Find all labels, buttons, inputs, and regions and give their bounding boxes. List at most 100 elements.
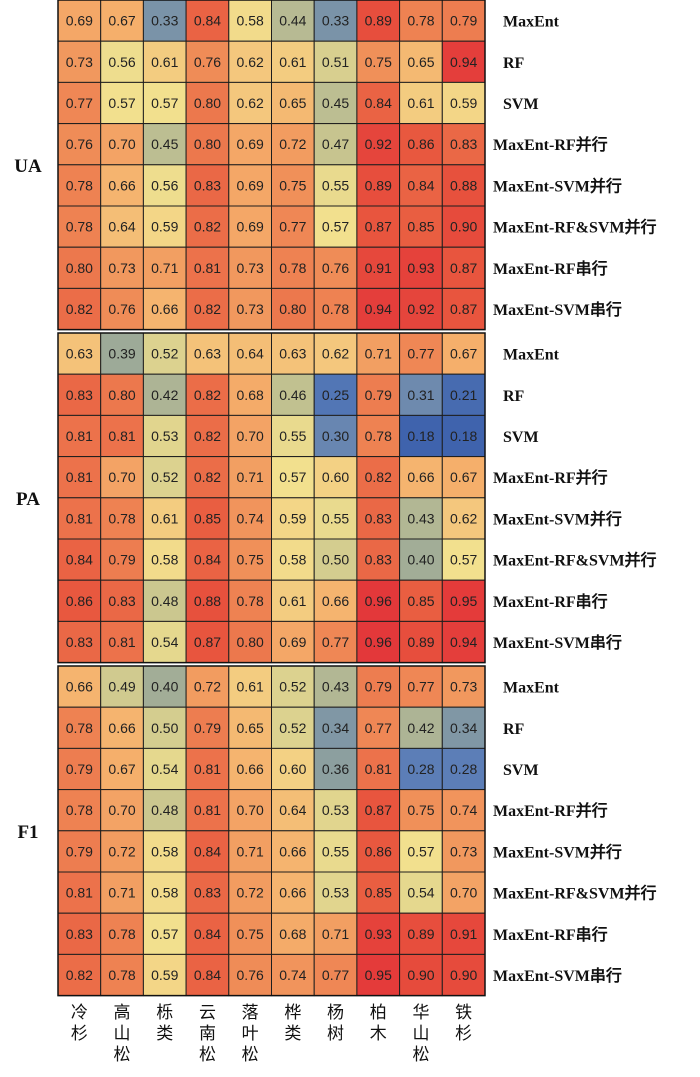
heatmap-cell bbox=[399, 953, 443, 997]
cell-value-label: 0.57 bbox=[450, 552, 477, 568]
cell-value-label: 0.72 bbox=[279, 136, 306, 152]
heatmap-cell bbox=[441, 456, 486, 499]
cell-value-label: 0.89 bbox=[407, 926, 434, 942]
cell-value-label: 0.87 bbox=[194, 634, 221, 650]
cell-value-label: 0.79 bbox=[194, 720, 221, 736]
cell-value-label: 0.82 bbox=[194, 469, 221, 485]
cell-value-label: 0.78 bbox=[365, 428, 392, 444]
heatmap-cell bbox=[57, 706, 102, 749]
cell-value-label: 0.77 bbox=[279, 219, 306, 235]
cell-value-label: 0.58 bbox=[237, 13, 264, 29]
cell-value-label: 0.70 bbox=[108, 469, 135, 485]
cell-value-label: 0.63 bbox=[66, 346, 93, 362]
heatmap-cell bbox=[356, 414, 401, 458]
heatmap-cell bbox=[399, 205, 443, 248]
heatmap-cell bbox=[57, 620, 102, 664]
cell-value-label: 0.81 bbox=[194, 761, 221, 777]
cell-value-label: 0.78 bbox=[66, 219, 93, 235]
cell-value-label: 0.82 bbox=[194, 219, 221, 235]
heatmap-cell bbox=[356, 497, 401, 540]
method-label: SVM bbox=[503, 429, 539, 446]
heatmap-cell bbox=[313, 81, 358, 125]
cell-value-label: 0.91 bbox=[450, 926, 477, 942]
method-label: MaxEnt-SVM串行 bbox=[493, 966, 622, 985]
cell-value-label: 0.69 bbox=[237, 219, 264, 235]
cell-value-label: 0.75 bbox=[237, 552, 264, 568]
cell-value-label: 0.84 bbox=[194, 967, 221, 983]
heatmap-cell bbox=[57, 40, 102, 83]
heatmap-cell bbox=[356, 287, 401, 331]
panel-border bbox=[57, 0, 486, 331]
heatmap-cell bbox=[399, 81, 443, 125]
cell-value-label: 0.84 bbox=[194, 926, 221, 942]
heatmap-cell bbox=[228, 81, 273, 125]
cell-value-label: 0.88 bbox=[450, 177, 477, 193]
heatmap-cell bbox=[399, 871, 443, 914]
cell-value-label: 0.40 bbox=[407, 552, 434, 568]
cell-value-label: 0.63 bbox=[194, 346, 221, 362]
cell-value-label: 0.77 bbox=[322, 634, 349, 650]
cell-value-label: 0.78 bbox=[407, 13, 434, 29]
cell-value-label: 0.70 bbox=[237, 428, 264, 444]
cell-value-label: 0.54 bbox=[151, 761, 178, 777]
cell-value-label: 0.75 bbox=[365, 54, 392, 70]
heatmap-cell bbox=[399, 164, 443, 207]
heatmap-cell bbox=[399, 332, 443, 375]
cell-value-label: 0.78 bbox=[108, 510, 135, 526]
heatmap-cell bbox=[271, 287, 315, 331]
cell-value-label: 0.18 bbox=[450, 428, 477, 444]
cell-value-label: 0.77 bbox=[407, 679, 434, 695]
cell-value-label: 0.80 bbox=[237, 634, 264, 650]
heatmap-cell bbox=[313, 830, 358, 873]
heatmap-cell bbox=[399, 123, 443, 166]
heatmap-cell bbox=[313, 789, 358, 832]
heatmap-cell bbox=[185, 123, 230, 166]
cell-value-label: 0.48 bbox=[151, 593, 178, 609]
heatmap-cell bbox=[185, 953, 230, 997]
cell-value-label: 0.83 bbox=[66, 634, 93, 650]
cell-value-label: 0.39 bbox=[108, 346, 135, 362]
heatmap-cell bbox=[57, 912, 102, 955]
cell-value-label: 0.48 bbox=[151, 802, 178, 818]
cell-value-label: 0.18 bbox=[407, 428, 434, 444]
cell-value-label: 0.83 bbox=[108, 593, 135, 609]
heatmap-cell bbox=[313, 706, 358, 749]
cell-value-label: 0.84 bbox=[194, 13, 221, 29]
cell-value-label: 0.78 bbox=[108, 926, 135, 942]
cell-value-label: 0.59 bbox=[151, 219, 178, 235]
cell-value-label: 0.72 bbox=[237, 885, 264, 901]
species-label: 杨树 bbox=[327, 1003, 344, 1044]
cell-value-label: 0.66 bbox=[322, 593, 349, 609]
cell-value-label: 0.72 bbox=[194, 679, 221, 695]
cell-value-label: 0.83 bbox=[365, 552, 392, 568]
heatmap-cell bbox=[142, 579, 187, 622]
species-label: 落叶松 bbox=[242, 1003, 259, 1065]
heatmap-cell bbox=[100, 0, 144, 42]
cell-value-label: 0.84 bbox=[365, 95, 392, 111]
cell-value-label: 0.70 bbox=[108, 136, 135, 152]
cell-value-label: 0.73 bbox=[450, 843, 477, 859]
cell-value-label: 0.67 bbox=[108, 13, 135, 29]
cell-value-label: 0.59 bbox=[279, 510, 306, 526]
cell-value-label: 0.45 bbox=[151, 136, 178, 152]
cell-value-label: 0.82 bbox=[66, 967, 93, 983]
heatmap-cell bbox=[356, 620, 401, 664]
cell-value-label: 0.74 bbox=[237, 510, 264, 526]
cell-value-label: 0.34 bbox=[450, 720, 477, 736]
cell-value-label: 0.76 bbox=[322, 260, 349, 276]
species-label: 高山松 bbox=[114, 1003, 131, 1065]
cell-value-label: 0.33 bbox=[151, 13, 178, 29]
cell-value-label: 0.90 bbox=[450, 967, 477, 983]
heatmap-cell bbox=[271, 205, 315, 248]
species-label: 云南松 bbox=[199, 1003, 216, 1065]
heatmap-cell bbox=[228, 830, 273, 873]
cell-value-label: 0.80 bbox=[279, 301, 306, 317]
panel-border bbox=[57, 332, 486, 664]
cell-value-label: 0.53 bbox=[151, 428, 178, 444]
cell-value-label: 0.42 bbox=[407, 720, 434, 736]
heatmap-cell bbox=[100, 414, 144, 458]
cell-value-label: 0.50 bbox=[151, 720, 178, 736]
cell-value-label: 0.73 bbox=[237, 260, 264, 276]
cell-value-label: 0.56 bbox=[151, 177, 178, 193]
cell-value-label: 0.53 bbox=[322, 802, 349, 818]
